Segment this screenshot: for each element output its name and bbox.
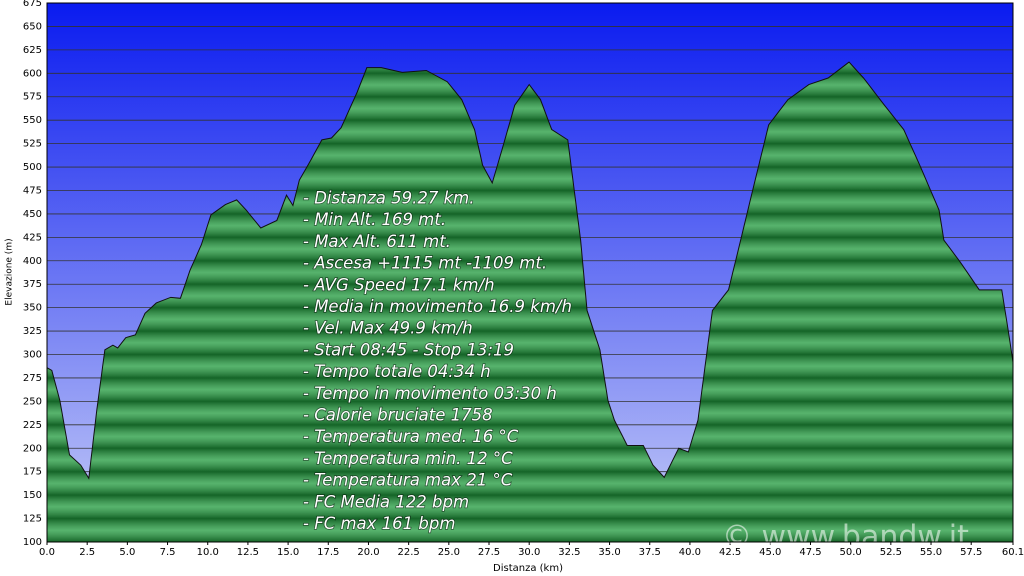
annotation: - Media in movimento 16.9 km/h [303, 297, 572, 316]
x-tick-label: 17.5 [317, 547, 339, 558]
x-tick-label: 7.5 [160, 547, 176, 558]
annotation: - Ascesa +1115 mt -1109 mt. [303, 254, 547, 273]
watermark: © www.bandw.it [722, 520, 969, 555]
x-tick-label: 12.5 [237, 547, 259, 558]
plot-border [46, 2, 1014, 543]
y-tick-label: 550 [23, 115, 42, 126]
y-tick-label: 600 [23, 68, 42, 79]
y-tick-label: 675 [23, 0, 42, 9]
x-tick-label: 2.5 [79, 547, 95, 558]
x-tick-label: 42.5 [719, 547, 741, 558]
annotation: - Calorie bruciate 1758 [303, 406, 493, 425]
y-tick-label: 475 [23, 185, 42, 196]
annotation: - Tempo in movimento 03:30 h [303, 384, 557, 403]
y-tick-label: 425 [23, 232, 42, 243]
y-tick-label: 375 [23, 279, 42, 290]
area-shading [47, 62, 1013, 542]
y-tick-label: 450 [23, 209, 42, 220]
x-tick-label: 60.1 [1002, 547, 1024, 558]
annotation: - AVG Speed 17.1 km/h [303, 275, 495, 294]
y-tick-label: 650 [23, 21, 42, 32]
annotation: - Temperatura med. 16 °C [303, 427, 519, 446]
x-tick-label: 30.0 [518, 547, 540, 558]
x-tick-label: 40.0 [679, 547, 701, 558]
annotation: - Vel. Max 49.9 km/h [303, 319, 473, 338]
x-tick-label: 20.0 [357, 547, 379, 558]
x-tick-label: 57.5 [960, 547, 982, 558]
x-tick-label: 15.0 [277, 547, 299, 558]
elevation-line [46, 61, 1014, 480]
x-tick-label: 27.5 [478, 547, 500, 558]
y-tick-label: 500 [23, 162, 42, 173]
y-tick-label: 100 [23, 537, 42, 548]
y-tick-label: 125 [23, 514, 42, 525]
annotation: - Temperatura min. 12 °C [303, 449, 513, 468]
x-tick-label: 32.5 [558, 547, 580, 558]
y-tick-label: 275 [23, 373, 42, 384]
y-tick-label: 325 [23, 326, 42, 337]
y-tick-label: 150 [23, 490, 42, 501]
y-tick-label: 350 [23, 303, 42, 314]
x-tick-label: 10.0 [197, 547, 219, 558]
annotation: - FC Media 122 bpm [303, 492, 469, 511]
x-tick-label: 22.5 [398, 547, 420, 558]
y-tick-label: 400 [23, 256, 42, 267]
annotation: - Temperatura max 21 °C [303, 471, 513, 490]
y-tick-label: 575 [23, 92, 42, 103]
y-tick-label: 525 [23, 139, 42, 150]
x-tick-label: 52.5 [880, 547, 902, 558]
annotation: - Max Alt. 611 mt. [303, 232, 451, 251]
y-tick-label: 225 [23, 420, 42, 431]
x-axis-label: Distanza (km) [493, 563, 563, 574]
y-tick-label: 200 [23, 443, 42, 454]
x-tick-label: 50.0 [840, 547, 862, 558]
annotation: - Min Alt. 169 mt. [303, 210, 446, 229]
annotation: - FC max 161 bpm [303, 514, 455, 533]
annotation: - Start 08:45 - Stop 13:19 [303, 340, 514, 359]
y-tick-label: 175 [23, 467, 42, 478]
x-tick-label: 37.5 [639, 547, 661, 558]
y-axis-label: Elevazione (m) [5, 238, 15, 305]
x-tick-label: 45.0 [759, 547, 781, 558]
y-tick-label: 625 [23, 45, 42, 56]
x-tick-label: 55.0 [920, 547, 942, 558]
y-tick-label: 250 [23, 396, 42, 407]
y-tick-label: 300 [23, 350, 42, 361]
x-tick-label: 35.0 [598, 547, 620, 558]
annotation: - Distanza 59.27 km. [303, 189, 475, 208]
x-tick-label: 25.0 [438, 547, 460, 558]
x-tick-label: 0.0 [39, 547, 55, 558]
x-tick-label: 5.0 [119, 547, 135, 558]
x-tick-label: 47.5 [799, 547, 821, 558]
annotation: - Tempo totale 04:34 h [303, 362, 491, 381]
